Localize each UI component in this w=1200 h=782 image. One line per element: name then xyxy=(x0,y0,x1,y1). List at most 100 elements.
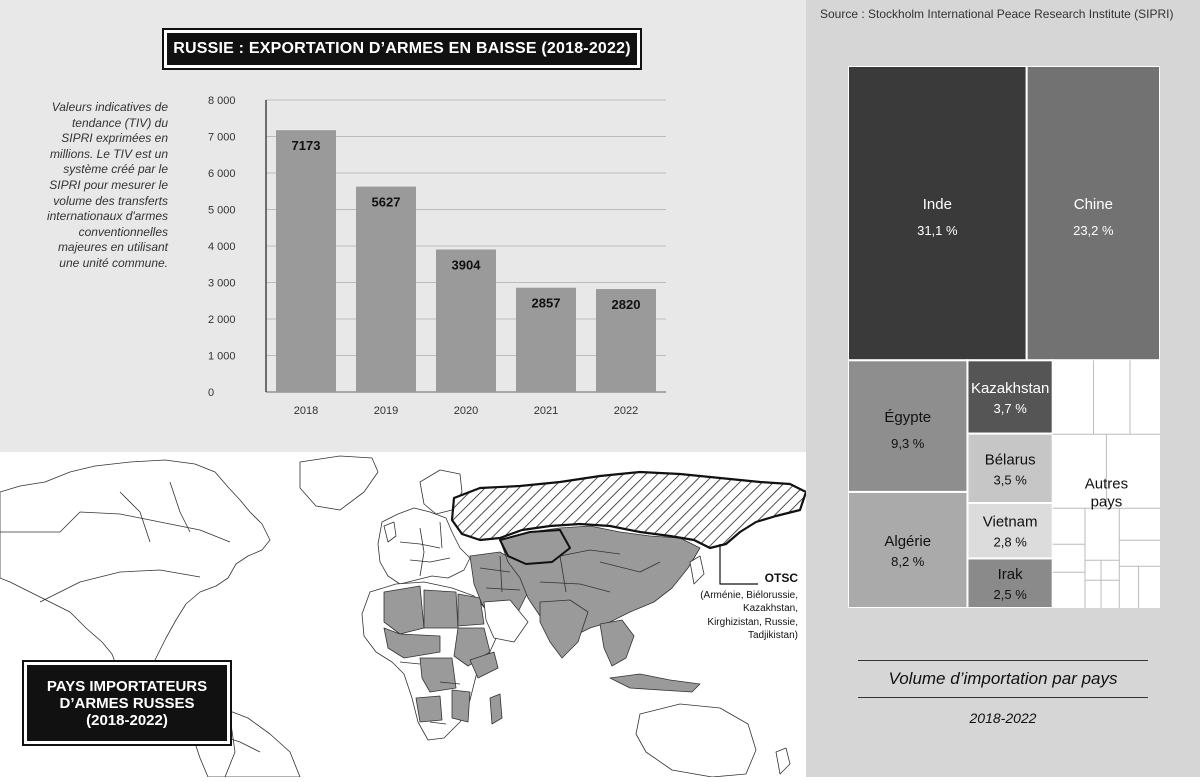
caption-bottom-rule xyxy=(858,697,1148,698)
otsc-members-line-1: (Arménie, Biélorussie, xyxy=(700,589,798,601)
map-new-zealand xyxy=(775,747,791,775)
y-tick-label: 0 xyxy=(208,387,214,399)
bar-value-label: 2820 xyxy=(612,297,641,312)
treemap-panel: Source : Stockholm International Peace R… xyxy=(806,0,1200,777)
treemap-other-label-2: pays xyxy=(1091,493,1123,510)
map-arabia xyxy=(483,599,529,643)
chart-title: RUSSIE : EXPORTATION D’ARMES EN BAISSE (… xyxy=(167,33,637,65)
treemap-pct: 9,3 % xyxy=(891,436,925,451)
treemap-pct: 31,1 % xyxy=(917,223,958,238)
map-japan xyxy=(689,555,705,585)
map-asia-borders xyxy=(529,549,661,593)
map-central-africa xyxy=(419,657,457,693)
treemap-pct: 2,5 % xyxy=(994,587,1028,602)
treemap-label: Irak xyxy=(998,566,1024,583)
bar-2019 xyxy=(356,186,416,392)
map-title: PAYS IMPORTATEURS D’ARMES RUSSES (2018-2… xyxy=(27,665,227,741)
y-tick-label: 1 000 xyxy=(208,351,236,363)
map-otsc-leader-line xyxy=(719,544,758,585)
map-australia xyxy=(635,703,757,778)
map-southeast-asia xyxy=(599,619,635,667)
x-tick-label: 2021 xyxy=(534,405,558,417)
treemap-pct: 8,2 % xyxy=(891,554,925,569)
map-africa-borders xyxy=(399,661,461,725)
bar-2022 xyxy=(596,289,656,392)
map-egypt xyxy=(457,593,485,627)
x-tick-label: 2018 xyxy=(294,405,318,417)
map-greenland xyxy=(299,455,379,511)
bar-value-label: 7173 xyxy=(292,138,321,153)
treemap-label: Kazakhstan xyxy=(971,380,1049,397)
map-europe-borders xyxy=(399,521,451,577)
y-tick-label: 8 000 xyxy=(208,95,236,107)
otsc-title: OTSC xyxy=(764,571,798,585)
treemap-label: Vietnam xyxy=(983,514,1038,531)
treemap-label: Égypte xyxy=(884,409,931,426)
otsc-members-line-2: Kazakhstan, xyxy=(742,603,798,614)
treemap-other-cells xyxy=(1051,359,1160,608)
map-middle-east-borders xyxy=(479,555,521,593)
treemap-label: Inde xyxy=(923,196,952,213)
treemap-cell-Inde xyxy=(848,66,1028,362)
map-mozambique xyxy=(451,689,471,723)
otsc-members-line-4: Tadjikistan) xyxy=(747,630,798,641)
bar-2018 xyxy=(276,130,336,393)
treemap-other-label-1: Autres xyxy=(1085,475,1128,492)
treemap: Inde 31,1 % Chine 23,2 % Égypte 9,3 % Algérie 8… xyxy=(848,66,1160,608)
y-tick-label: 4 000 xyxy=(208,241,236,253)
map-indonesia xyxy=(609,673,701,693)
map-russia-otsc xyxy=(450,470,808,550)
map-madagascar xyxy=(489,693,503,725)
treemap-cell-Bélarus xyxy=(966,432,1054,504)
map-algeria xyxy=(383,585,425,635)
otsc-annotation: OTSC (Arménie, Biélorussie, Kazakhstan, … xyxy=(676,571,798,643)
chart-title-box: RUSSIE : EXPORTATION D’ARMES EN BAISSE (… xyxy=(162,28,642,70)
bar-chart: 0 1 000 2 000 3 000 4 000 5 000 6 000 7 000 8 00… xyxy=(208,95,666,417)
map-title-line-2: D’ARMES RUSSES xyxy=(59,694,195,712)
world-map-panel: PAYS IMPORTATEURS D’ARMES RUSSES (2018-2… xyxy=(0,452,808,778)
x-tick-label: 2020 xyxy=(454,405,478,417)
map-north-america-borders xyxy=(0,481,231,603)
treemap-pct: 23,2 % xyxy=(1073,223,1114,238)
y-tick-label: 6 000 xyxy=(208,168,236,180)
source-note: Source : Stockholm International Peace R… xyxy=(820,7,1174,21)
map-uk xyxy=(383,521,397,543)
treemap-cell-Kazakhstan xyxy=(966,359,1054,435)
map-north-america xyxy=(0,459,271,689)
map-angola xyxy=(415,695,443,723)
map-mali-niger xyxy=(383,627,441,659)
y-tick-label: 2 000 xyxy=(208,314,236,326)
treemap-label: Bélarus xyxy=(985,451,1036,468)
map-title-box: PAYS IMPORTATEURS D’ARMES RUSSES (2018-2… xyxy=(22,660,232,746)
y-tick-label: 7 000 xyxy=(208,132,236,144)
chart-description: Valeurs indicatives de tendance (TIV) du… xyxy=(46,100,168,270)
bar-value-label: 5627 xyxy=(372,195,401,210)
map-kazakhstan-otsc xyxy=(499,529,571,565)
bar-value-label: 3904 xyxy=(452,258,482,273)
treemap-label: Algérie xyxy=(884,533,931,550)
caption-top-rule xyxy=(858,660,1148,661)
treemap-pct: 2,8 % xyxy=(994,535,1028,550)
y-tick-label: 3 000 xyxy=(208,278,236,290)
bar-value-label: 2857 xyxy=(532,296,561,311)
treemap-cell-Chine xyxy=(1025,66,1160,362)
map-ethiopia xyxy=(469,651,499,679)
x-tick-label: 2019 xyxy=(374,405,398,417)
map-libya xyxy=(423,589,459,629)
treemap-pct: 3,7 % xyxy=(994,401,1028,416)
bar-2020 xyxy=(436,249,496,392)
x-tick-label: 2022 xyxy=(614,405,638,417)
map-title-line-3: (2018-2022) xyxy=(86,711,168,729)
treemap-pct: 3,5 % xyxy=(994,472,1028,487)
map-india xyxy=(539,599,589,659)
treemap-subtitle: 2018-2022 xyxy=(969,710,1037,726)
y-tick-label: 5 000 xyxy=(208,205,236,217)
otsc-members-line-3: Kirghizistan, Russie, xyxy=(707,616,798,628)
bar-chart-panel: RUSSIE : EXPORTATION D’ARMES EN BAISSE (… xyxy=(0,0,806,452)
bar-2021 xyxy=(516,287,576,392)
treemap-caption: Volume d’importation par pays 2018-2022 xyxy=(858,660,1148,726)
map-europe xyxy=(377,507,471,585)
world-map xyxy=(0,455,808,778)
treemap-title: Volume d’importation par pays xyxy=(888,669,1118,688)
treemap-label: Chine xyxy=(1074,196,1113,213)
